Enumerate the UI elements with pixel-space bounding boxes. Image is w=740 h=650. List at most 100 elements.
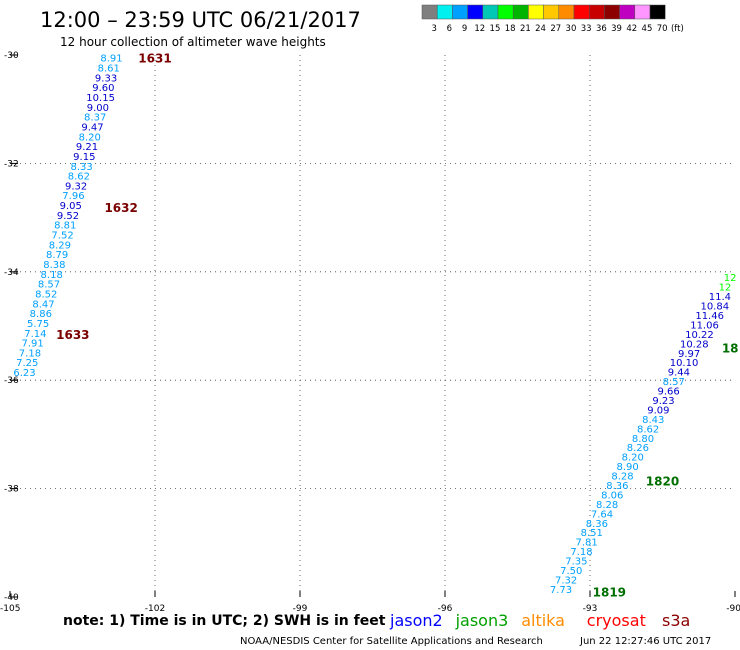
wave-height-label: 8.36 [606,481,628,492]
lat-tick-label: -38 [4,485,19,495]
lat-tick-label: -36 [4,376,19,386]
scale-label: 24 [535,24,546,34]
legend-jason3: jason3 [455,611,509,630]
time-label: 1632 [104,201,137,215]
wave-height-label: 8.33 [70,162,92,173]
credit-text: NOAA/NESDIS Center for Satellite Applica… [240,636,543,647]
lat-tick-label: -30 [4,51,19,61]
lon-tick-label: -102 [145,604,165,614]
scale-swatch [528,4,544,20]
wave-height-label: 9.09 [647,405,669,416]
lat-tick-label: -32 [4,159,19,169]
scale-label: 70 [657,24,668,34]
wave-height-label: 7.50 [560,566,582,577]
scale-swatch [634,4,651,20]
scale-swatch [467,4,484,20]
wave-height-label: 7.35 [565,557,587,568]
lon-tick-label: -93 [583,604,598,614]
scale-label: 6 [447,24,452,34]
scale-swatch [558,4,575,20]
lat-tick-label: -34 [4,268,19,278]
wave-height-label: 8.06 [601,490,623,501]
scale-swatch [573,4,590,20]
scale-label: 9 [462,24,467,34]
wave-height-label: 8.62 [637,424,659,435]
scale-label: 27 [550,24,561,34]
scale-label: 36 [596,24,607,34]
wave-height-label: 8.20 [622,453,644,464]
time-label: 1820 [646,474,679,488]
lat-tick-label: -40 [4,593,19,603]
wave-height-label: 5.75 [27,319,49,330]
wave-height-label: 8.81 [54,221,76,232]
scale-swatch [604,4,620,20]
wave-height-label: 8.28 [596,500,618,511]
scale-label: 21 [520,24,531,34]
wave-height-label: 8.57 [38,280,60,291]
wave-height-label: 8.26 [627,443,649,454]
lon-tick-label: -96 [438,604,453,614]
wave-height-label: 8.51 [581,528,603,539]
scale-label: 18 [505,24,516,34]
lon-tick-label: -90 [726,604,740,614]
wave-height-label: 11.4 [709,292,731,303]
wave-height-label: 8.28 [611,472,633,483]
scale-swatch [452,4,468,20]
wave-height-label: 7.73 [550,585,572,596]
wave-height-label: 7.32 [555,575,577,586]
scale-swatch [421,4,438,20]
wave-height-label: 7.96 [62,191,84,202]
scale-swatch [619,4,636,20]
page-subtitle: 12 hour collection of altimeter wave hei… [60,35,326,49]
wave-height-label: 6.23 [13,368,35,379]
scale-swatch [512,4,529,20]
scale-label: 42 [626,24,637,34]
wave-height-label: 9.32 [65,181,87,192]
wave-height-label: 11.46 [695,311,724,322]
wave-height-label: 8.18 [41,270,63,281]
wave-height-label: 9.00 [87,103,109,114]
scale-label: 3 [431,24,436,34]
wave-height-label: 8.79 [46,250,68,261]
scale-swatch [497,4,514,20]
wave-height-label: 8.80 [632,434,654,445]
wave-height-label: 12 [724,273,737,284]
wave-height-label: 8.86 [30,309,52,320]
scale-label: 39 [611,24,622,34]
wave-height-label: 7.18 [570,547,592,558]
map-axes: -105 -102 -99 -96 -93 -90 -30 -32 -34 -36 -38 -40 [0,51,740,614]
scale-label: 45 [642,24,653,34]
wave-height-label: 8.57 [663,377,685,388]
wave-height-label: 9.52 [57,211,79,222]
wave-height-label: 7.25 [16,358,38,369]
wave-height-label: 8.29 [49,240,71,251]
wave-height-label: 8.91 [100,54,122,65]
wave-height-label: 10.28 [680,339,709,350]
wave-height-label: 9.21 [76,142,98,153]
scale-label: (ft) [671,24,684,34]
wave-height-label: 9.47 [81,122,103,133]
lon-tick-label: -105 [0,604,20,614]
page-title: 12:00 – 23:59 UTC 06/21/2017 [40,8,361,32]
wave-height-label: 12 [719,283,732,294]
wave-height-label: 7.64 [591,509,613,520]
legend-altika: altika [521,611,565,630]
wave-height-label: 8.36 [586,519,608,530]
wave-height-label: 9.66 [658,387,680,398]
scale-swatch [649,4,666,20]
wave-height-label: 10.84 [700,302,729,313]
wave-height-label: 10.10 [670,358,699,369]
wave-height-label: 8.47 [32,299,54,310]
scale-swatch [543,4,560,20]
wave-height-label: 9.60 [92,83,114,94]
wave-height-label: 8.62 [68,172,90,183]
wave-height-label: 10.22 [685,330,714,341]
wave-height-label: 7.14 [24,329,46,340]
footer-note: note: 1) Time is in UTC; 2) SWH is in fe… [63,613,386,629]
wave-height-label: 7.81 [575,538,597,549]
wave-height-label: 8.20 [79,132,101,143]
scale-swatch [588,4,605,20]
wave-height-label: 7.18 [19,348,41,359]
legend-cryosat: cryosat [587,611,646,630]
